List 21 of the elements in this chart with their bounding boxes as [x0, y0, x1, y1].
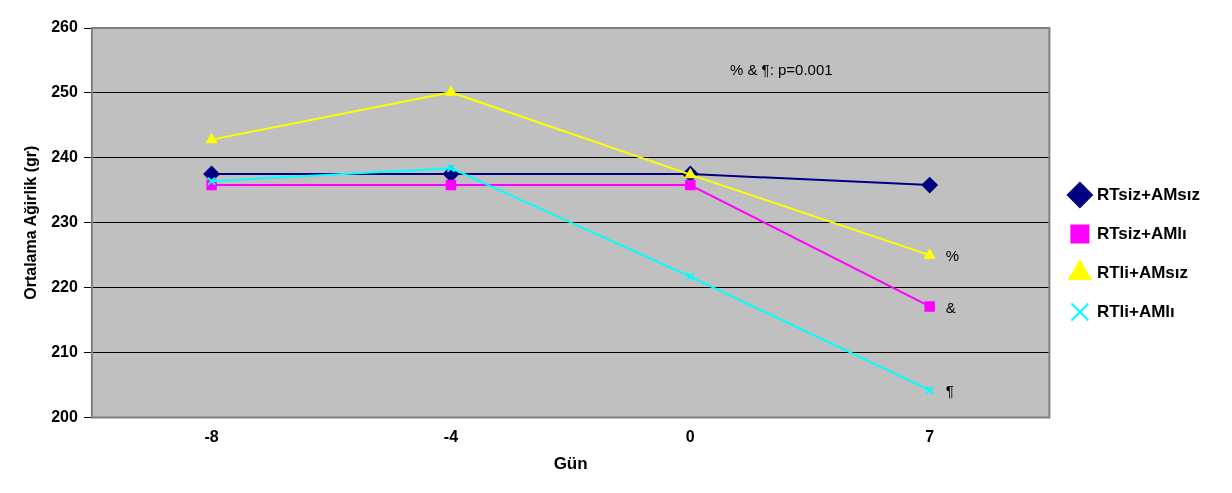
- y-tick-label: 240: [51, 148, 78, 166]
- legend-label: RTli+AMlı: [1096, 301, 1175, 321]
- x-tick-label: -4: [443, 428, 459, 446]
- legend-label: RTsiz+AMlı: [1096, 223, 1187, 243]
- y-tick-label: 200: [51, 407, 78, 425]
- y-tick-label: 230: [51, 213, 78, 231]
- annotation: ¶: [945, 382, 954, 400]
- annotation: %: [945, 247, 960, 265]
- x-tick-label: -8: [204, 428, 219, 446]
- legend-label: RTsiz+AMsız: [1096, 184, 1200, 204]
- x-axis-title: Gün: [553, 454, 588, 474]
- x-tick-label: 0: [685, 428, 695, 446]
- y-tick-label: 260: [51, 18, 78, 36]
- y-axis-title: Ortalama Ağirlik (gr): [22, 145, 40, 300]
- annotation: &: [945, 298, 956, 316]
- annotation: % & ¶: p=0.001: [729, 61, 833, 79]
- x-tick-label: 7: [925, 428, 935, 446]
- y-tick-label: 250: [51, 83, 78, 101]
- y-tick-label: 210: [51, 342, 78, 360]
- y-tick-label: 220: [51, 278, 78, 296]
- legend-label: RTli+AMsız: [1096, 262, 1189, 282]
